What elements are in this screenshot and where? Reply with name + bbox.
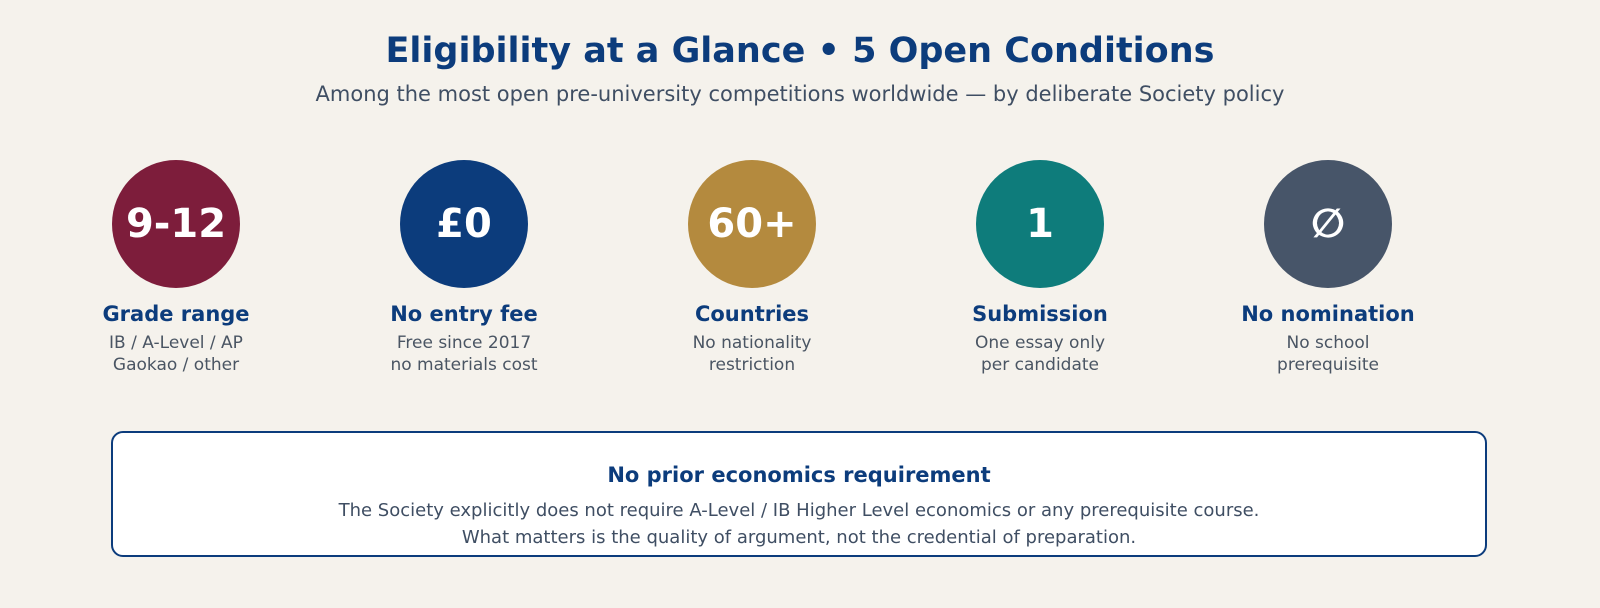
condition-description-line: no materials cost: [390, 355, 538, 375]
condition-circle: 1: [976, 160, 1104, 288]
header: Eligibility at a Glance • 5 Open Conditi…: [0, 28, 1600, 108]
condition-label: Grade range: [102, 302, 250, 326]
page-subtitle: Among the most open pre-university compe…: [315, 82, 1285, 106]
note-text-line: The Society explicitly does not require …: [338, 500, 1260, 521]
condition-description: Free since 2017 no materials cost: [334, 332, 594, 376]
condition-circle: 60+: [688, 160, 816, 288]
condition-description-line: restriction: [708, 355, 796, 375]
condition-description: No nationality restriction: [622, 332, 882, 376]
requirement-note-box: No prior economics requirement The Socie…: [111, 431, 1487, 557]
condition-description-line: One essay only: [974, 333, 1106, 353]
condition-description-line: IB / A-Level / AP: [109, 333, 243, 353]
condition-circle: 9-12: [112, 160, 240, 288]
note-title: No prior economics requirement: [607, 463, 991, 487]
note-text-line: What matters is the quality of argument,…: [461, 527, 1137, 548]
conditions-row: 9-12 Grade range IB / A-Level / AP Gaoka…: [0, 160, 1600, 390]
condition-circle: ∅: [1264, 160, 1392, 288]
condition-description-line: No school: [1286, 333, 1370, 353]
condition-description-line: No nationality: [692, 333, 812, 353]
condition-card-entry-fee: £0 No entry fee Free since 2017 no mater…: [334, 160, 594, 376]
condition-card-grade-range: 9-12 Grade range IB / A-Level / AP Gaoka…: [46, 160, 306, 376]
page-title: Eligibility at a Glance • 5 Open Conditi…: [385, 31, 1215, 71]
condition-label: Submission: [972, 302, 1108, 326]
condition-card-submission: 1 Submission One essay only per candidat…: [910, 160, 1170, 376]
condition-description: IB / A-Level / AP Gaokao / other: [46, 332, 306, 376]
condition-circle: £0: [400, 160, 528, 288]
condition-description-line: Gaokao / other: [112, 355, 240, 375]
condition-label: No nomination: [1241, 302, 1415, 326]
condition-description: One essay only per candidate: [910, 332, 1170, 376]
condition-label: No entry fee: [390, 302, 538, 326]
condition-description-line: Free since 2017: [396, 333, 532, 353]
condition-description-line: per candidate: [980, 355, 1100, 375]
condition-description: No school prerequisite: [1198, 332, 1458, 376]
condition-label: Countries: [694, 302, 810, 326]
condition-description-line: prerequisite: [1277, 355, 1379, 375]
condition-card-countries: 60+ Countries No nationality restriction: [622, 160, 882, 376]
condition-card-nomination: ∅ No nomination No school prerequisite: [1198, 160, 1458, 376]
